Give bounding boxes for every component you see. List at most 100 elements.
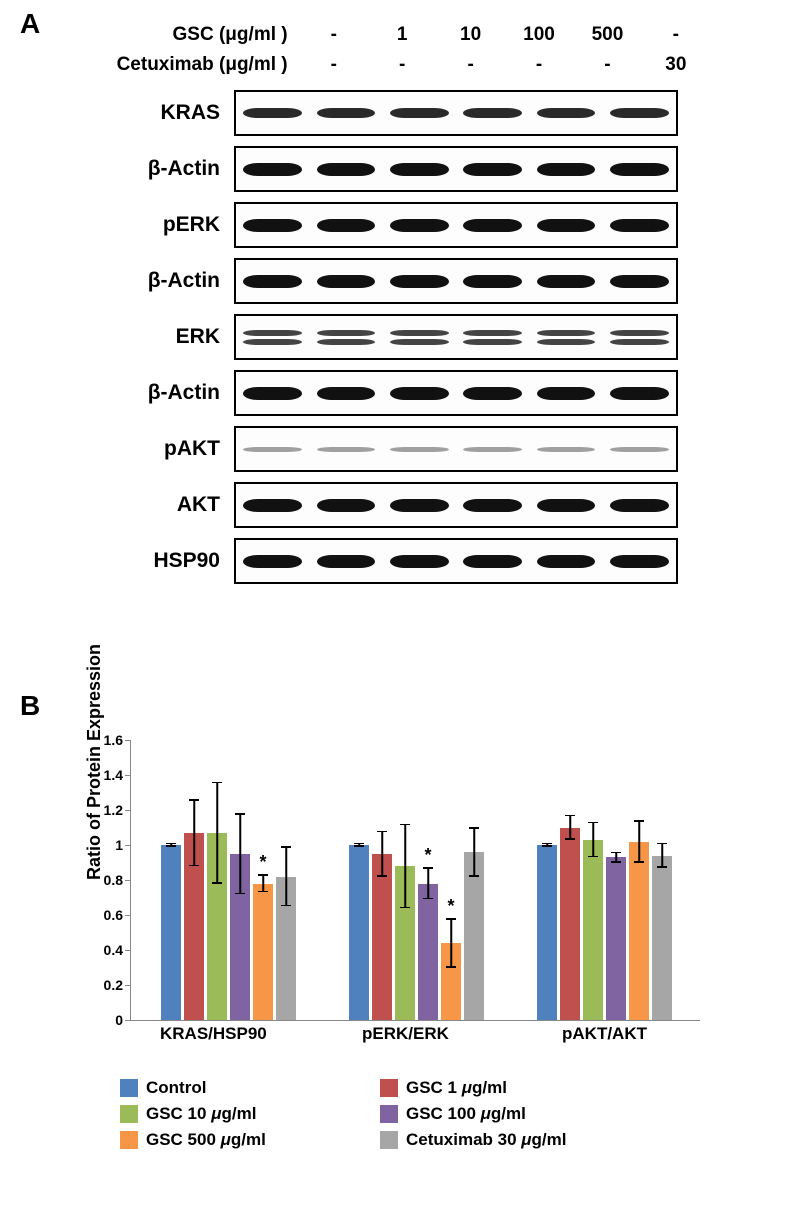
bar [372,854,392,1020]
lane [236,260,309,302]
blot-label: HSP90 [70,549,234,573]
legend-item: GSC 500 μg/ml [120,1130,380,1150]
bar [276,877,296,1021]
lane [603,148,676,190]
y-tick [125,810,131,811]
lane [603,260,676,302]
lane [383,484,456,526]
blot-row: AKT [70,482,710,528]
lane [383,148,456,190]
treatment-value: - [368,54,436,76]
lane [236,316,309,358]
bar [184,833,204,1020]
blot-row: β-Actin [70,258,710,304]
treatment-value: - [300,54,368,76]
lane [603,92,676,134]
lane [529,204,602,246]
lane [456,484,529,526]
blot-image [234,538,678,584]
y-tick-label: 0.4 [93,942,123,958]
legend-swatch [120,1131,138,1149]
lane [456,428,529,470]
lane [603,372,676,414]
blot-row: pERK [70,202,710,248]
blot-row: β-Actin [70,146,710,192]
bar-chart-panel: Ratio of Protein Expression 00.20.40.60.… [80,730,700,1060]
blot-image [234,482,678,528]
legend-label: Control [146,1078,206,1098]
lane [603,316,676,358]
y-tick [125,740,131,741]
legend-item: GSC 100 μg/ml [380,1104,640,1124]
legend-label: Cetuximab 30 μg/ml [406,1130,566,1150]
y-tick [125,775,131,776]
legend: ControlGSC 1 μg/mlGSC 10 μg/mlGSC 100 μg… [120,1078,680,1156]
lane [309,484,382,526]
lane [236,428,309,470]
bar [560,828,580,1021]
legend-swatch [120,1105,138,1123]
y-tick-label: 1.6 [93,732,123,748]
lane [529,540,602,582]
x-category-label: KRAS/HSP90 [160,1024,267,1044]
lane [529,372,602,414]
blot-label: β-Actin [70,381,234,405]
blot-label: β-Actin [70,157,234,181]
legend-swatch [380,1105,398,1123]
legend-label: GSC 500 μg/ml [146,1130,266,1150]
y-tick [125,950,131,951]
treatment-value: - [642,24,710,46]
gsc-label: GSC (μg/ml ) [70,24,300,46]
lane [529,484,602,526]
y-tick-label: 0.6 [93,907,123,923]
lane [309,92,382,134]
blot-image [234,90,678,136]
lane [603,204,676,246]
significance-marker: * [424,845,431,866]
blot-row: HSP90 [70,538,710,584]
legend-item: Control [120,1078,380,1098]
blot-image [234,258,678,304]
lane [383,540,456,582]
blot-label: pERK [70,213,234,237]
lane [236,540,309,582]
bar [207,833,227,1020]
lane [236,372,309,414]
y-tick-label: 0.8 [93,872,123,888]
treatment-value: - [300,24,368,46]
blot-image [234,370,678,416]
y-tick-label: 1 [93,837,123,853]
treatment-value: - [573,54,641,76]
x-category-label: pAKT/AKT [562,1024,647,1044]
lane [236,204,309,246]
bar [606,857,626,1020]
lane [309,428,382,470]
lane [383,204,456,246]
lane [383,372,456,414]
blot-label: KRAS [70,101,234,125]
y-tick [125,845,131,846]
treatment-value: - [436,54,504,76]
blot-label: AKT [70,493,234,517]
y-tick [125,915,131,916]
treatment-value: 100 [505,24,573,46]
legend-item: GSC 10 μg/ml [120,1104,380,1124]
cetuximab-label: Cetuximab (μg/ml ) [70,54,300,76]
blot-label: pAKT [70,437,234,461]
bar-group: ** [349,845,487,1020]
x-category-label: pERK/ERK [362,1024,449,1044]
cetuximab-treatment-row: Cetuximab (μg/ml ) -----30 [70,50,710,80]
lane [309,204,382,246]
bar [230,854,250,1020]
lane [236,92,309,134]
lane [236,148,309,190]
blot-image [234,426,678,472]
lane [383,260,456,302]
lane [529,92,602,134]
bar [537,845,557,1020]
bar [161,845,181,1020]
lane [309,372,382,414]
significance-marker: * [259,852,266,873]
y-tick-label: 1.2 [93,802,123,818]
bar [395,866,415,1020]
